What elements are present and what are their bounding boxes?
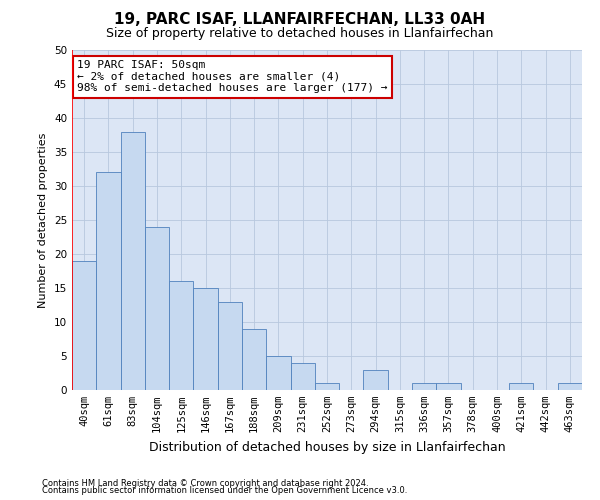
Text: Contains HM Land Registry data © Crown copyright and database right 2024.: Contains HM Land Registry data © Crown c…: [42, 478, 368, 488]
Bar: [96, 172, 121, 390]
Bar: [315, 383, 339, 390]
Text: Contains public sector information licensed under the Open Government Licence v3: Contains public sector information licen…: [42, 486, 407, 495]
Y-axis label: Number of detached properties: Number of detached properties: [38, 132, 49, 308]
Bar: [364, 370, 388, 390]
Text: Size of property relative to detached houses in Llanfairfechan: Size of property relative to detached ho…: [106, 28, 494, 40]
Bar: [242, 329, 266, 390]
Bar: [145, 227, 169, 390]
Bar: [72, 261, 96, 390]
Bar: [266, 356, 290, 390]
X-axis label: Distribution of detached houses by size in Llanfairfechan: Distribution of detached houses by size …: [149, 440, 505, 454]
Bar: [290, 363, 315, 390]
Bar: [169, 281, 193, 390]
Bar: [509, 383, 533, 390]
Bar: [121, 132, 145, 390]
Bar: [558, 383, 582, 390]
Bar: [193, 288, 218, 390]
Text: 19, PARC ISAF, LLANFAIRFECHAN, LL33 0AH: 19, PARC ISAF, LLANFAIRFECHAN, LL33 0AH: [115, 12, 485, 28]
Bar: [218, 302, 242, 390]
Bar: [436, 383, 461, 390]
Text: 19 PARC ISAF: 50sqm
← 2% of detached houses are smaller (4)
98% of semi-detached: 19 PARC ISAF: 50sqm ← 2% of detached hou…: [77, 60, 388, 94]
Bar: [412, 383, 436, 390]
